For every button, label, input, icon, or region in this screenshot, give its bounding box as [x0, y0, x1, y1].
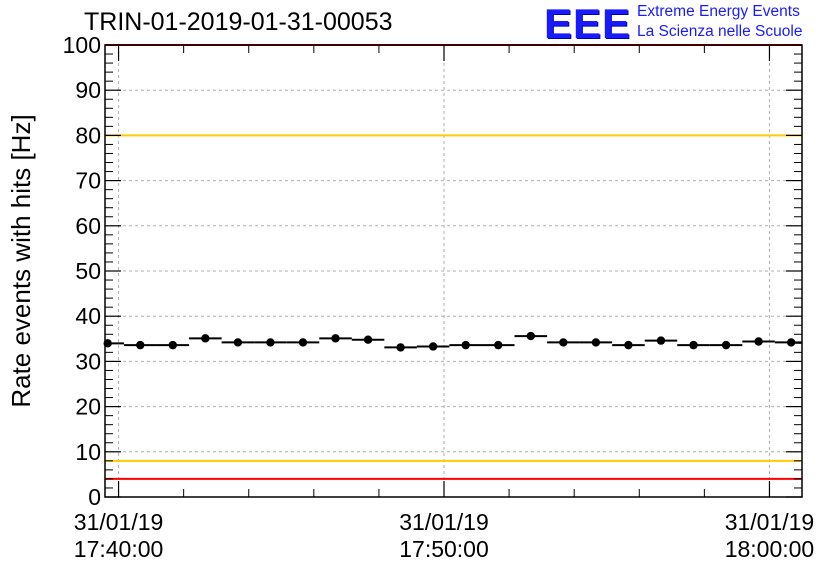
data-series — [103, 331, 802, 352]
data-point — [461, 340, 470, 350]
data-point — [428, 342, 438, 351]
eee-logo: EEE — [544, 0, 632, 47]
data-point — [786, 338, 796, 347]
data-point — [754, 337, 763, 346]
data-point — [591, 338, 601, 347]
y-axis-label: Rate events with hits [Hz] — [6, 114, 36, 407]
data-point — [136, 340, 145, 350]
x-tick-date-label: 31/01/19 — [74, 509, 164, 535]
data-point — [689, 340, 698, 350]
y-tick-label: 10 — [75, 439, 101, 465]
y-tick-label: 0 — [88, 484, 101, 510]
data-point — [526, 331, 535, 341]
data-point — [331, 334, 340, 343]
y-tick-label: 100 — [63, 32, 101, 58]
logo-caption-line1: Extreme Energy Events — [637, 3, 800, 20]
data-point — [201, 334, 210, 343]
data-point — [396, 343, 405, 352]
grid — [105, 45, 802, 497]
data-point — [298, 338, 308, 347]
y-tick-label: 90 — [75, 77, 101, 103]
data-point — [559, 338, 568, 347]
data-point — [266, 338, 275, 347]
logo-caption-line2: La Scienza nelle Scuole — [637, 23, 803, 40]
chart-title: TRIN-01-2019-01-31-00053 — [84, 8, 393, 36]
data-point — [363, 335, 373, 344]
x-tick-time-label: 17:40:00 — [74, 536, 164, 562]
x-tick-date-label: 31/01/19 — [725, 509, 815, 535]
axes: 010203040506070809010031/01/1917:40:0031… — [63, 32, 815, 562]
data-point — [168, 340, 178, 350]
reference-lines — [105, 44, 802, 480]
y-tick-label: 30 — [75, 348, 101, 374]
data-point — [721, 340, 731, 350]
data-point — [656, 336, 666, 345]
data-point — [233, 338, 243, 347]
y-tick-label: 20 — [75, 394, 101, 420]
data-point — [624, 340, 633, 350]
y-tick-label: 80 — [75, 122, 101, 148]
y-tick-label: 70 — [75, 168, 101, 194]
x-tick-time-label: 18:00:00 — [725, 536, 815, 562]
y-tick-label: 40 — [75, 303, 101, 329]
y-tick-label: 60 — [75, 213, 101, 239]
x-tick-date-label: 31/01/19 — [399, 509, 489, 535]
x-tick-time-label: 17:50:00 — [399, 536, 489, 562]
data-point — [494, 340, 503, 350]
y-tick-label: 50 — [75, 258, 101, 284]
